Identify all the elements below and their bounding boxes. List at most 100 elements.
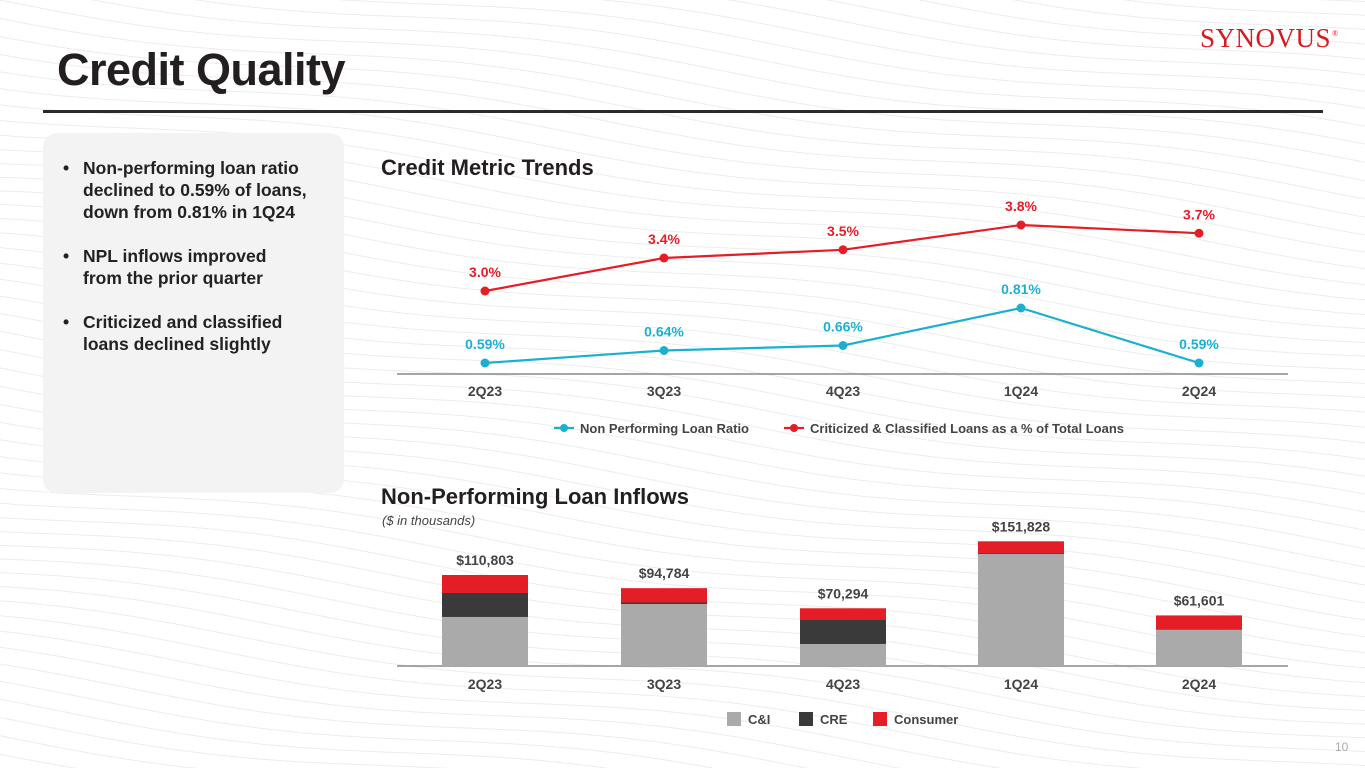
- data-label: 0.59%: [465, 336, 505, 352]
- wave-line: [193, 0, 1365, 127]
- wave-line: [0, 600, 1365, 767]
- data-point: [480, 286, 490, 296]
- wave-line: [0, 615, 1144, 768]
- wave-line: [90, 0, 1365, 145]
- data-label: 0.64%: [644, 324, 684, 340]
- bar-segment-consumer: [800, 608, 886, 621]
- bar-segment-ci: [978, 554, 1064, 666]
- legend-label: Criticized & Classified Loans as a % of …: [810, 421, 1124, 436]
- bar-chart-subtitle: ($ in thousands): [382, 513, 476, 528]
- wave-line: [598, 0, 1365, 92]
- bar-segment-ci: [442, 616, 528, 666]
- bullet-icon: •: [63, 158, 70, 178]
- bar-segment-cre: [442, 592, 528, 617]
- data-label: 3.5%: [827, 223, 859, 239]
- key-points-list: • Non-performing loan ratio declined to 0…: [43, 133, 344, 355]
- legend-label: Consumer: [894, 712, 958, 727]
- wave-line: [0, 646, 901, 768]
- wave-line: [0, 119, 1365, 286]
- series-line: [484, 306, 1200, 365]
- wave-line: [0, 88, 1365, 253]
- bar-total-label: $70,294: [818, 585, 869, 601]
- key-point-text: NPL inflows improved from the prior quar…: [83, 246, 267, 288]
- wave-line: [1122, 0, 1365, 16]
- wave-line: [0, 502, 1365, 669]
- legend-swatch-icon: [873, 712, 887, 726]
- data-point: [480, 358, 490, 368]
- legend-label: Non Performing Loan Ratio: [580, 421, 749, 436]
- data-label: 0.81%: [1001, 281, 1041, 297]
- credit-metric-trends-chart: 2Q23 3Q23 4Q23 1Q24 2Q24 3.0% 3.4% 3.5% 3.8% 3.7%…: [397, 198, 1288, 436]
- page-title: Credit Quality: [57, 44, 346, 95]
- bar-segment-ci: [621, 603, 707, 666]
- wave-line: [0, 716, 449, 768]
- key-point-item: • Criticized and classified loans decline…: [63, 311, 309, 355]
- legend-marker-icon: [560, 424, 568, 432]
- synovus-logo: SYNOVUS®: [1200, 23, 1339, 54]
- wave-line: [0, 71, 1365, 236]
- registered-mark: ®: [1332, 29, 1339, 38]
- bar-total-label: $94,784: [639, 565, 690, 581]
- wave-line: [0, 36, 1365, 200]
- logo-text: SYNOVUS: [1200, 23, 1332, 53]
- data-label: 3.8%: [1005, 198, 1037, 214]
- wave-line: [825, 0, 1365, 60]
- bar-total-label: $151,828: [992, 518, 1051, 534]
- data-label: 3.0%: [469, 264, 501, 280]
- bar-segment-cre: [978, 553, 1064, 555]
- wave-line: [1012, 0, 1365, 30]
- key-point-item: • Non-performing loan ratio declined to 0…: [63, 157, 309, 223]
- x-tick-label: 2Q24: [1182, 676, 1216, 692]
- x-tick-label: 2Q23: [468, 383, 502, 399]
- wave-line: [0, 698, 609, 768]
- bar-segment-consumer: [442, 575, 528, 593]
- data-point: [1194, 358, 1204, 368]
- legend-marker-icon: [790, 424, 798, 432]
- x-tick-label: 2Q23: [468, 676, 502, 692]
- title-divider: [43, 110, 1323, 113]
- wave-line: [0, 663, 809, 768]
- data-point: [838, 245, 848, 255]
- bullet-icon: •: [63, 246, 70, 266]
- wave-line: [0, 735, 199, 768]
- legend-swatch-icon: [727, 712, 741, 726]
- bar-total-label: $61,601: [1174, 592, 1225, 608]
- bar-segment-cre: [800, 620, 886, 644]
- x-tick-label: 4Q23: [826, 676, 860, 692]
- bar-total-label: $110,803: [456, 552, 514, 568]
- x-tick-label: 2Q24: [1182, 383, 1216, 399]
- data-label: 3.7%: [1183, 206, 1215, 222]
- wave-line: [0, 680, 715, 768]
- x-tick-label: 1Q24: [1004, 383, 1038, 399]
- wave-line: [0, 53, 1365, 218]
- bar-segment-cre: [621, 602, 707, 604]
- bullet-icon: •: [63, 312, 70, 332]
- data-label: 3.4%: [648, 231, 680, 247]
- legend-label: CRE: [820, 712, 848, 727]
- wave-line: [0, 586, 1365, 752]
- key-point-text: Non-performing loan ratio declined to 0.…: [83, 158, 307, 222]
- x-tick-label: 3Q23: [647, 383, 681, 399]
- data-point: [1016, 303, 1026, 313]
- data-point: [659, 253, 669, 263]
- page-number: 10: [1335, 740, 1349, 754]
- legend-swatch-icon: [799, 712, 813, 726]
- wave-line: [0, 0, 1365, 163]
- x-tick-label: 1Q24: [1004, 676, 1038, 692]
- data-point: [838, 341, 848, 350]
- bar-segment-consumer: [621, 588, 707, 603]
- bar-segment-ci: [1156, 629, 1242, 666]
- data-point: [1016, 220, 1026, 230]
- key-point-item: • NPL inflows improved from the prior qua…: [63, 245, 309, 289]
- bar-segment-consumer: [978, 541, 1064, 554]
- key-points-panel: • Non-performing loan ratio declined to 0…: [43, 133, 344, 493]
- wave-line: [917, 0, 1365, 45]
- wave-line: [337, 0, 1365, 109]
- line-chart-title: Credit Metric Trends: [381, 155, 594, 180]
- x-tick-label: 3Q23: [647, 676, 681, 692]
- wave-line: [0, 630, 1003, 768]
- x-tick-label: 4Q23: [826, 383, 860, 399]
- bar-chart-title: Non-Performing Loan Inflows: [381, 484, 689, 509]
- data-point: [659, 346, 669, 355]
